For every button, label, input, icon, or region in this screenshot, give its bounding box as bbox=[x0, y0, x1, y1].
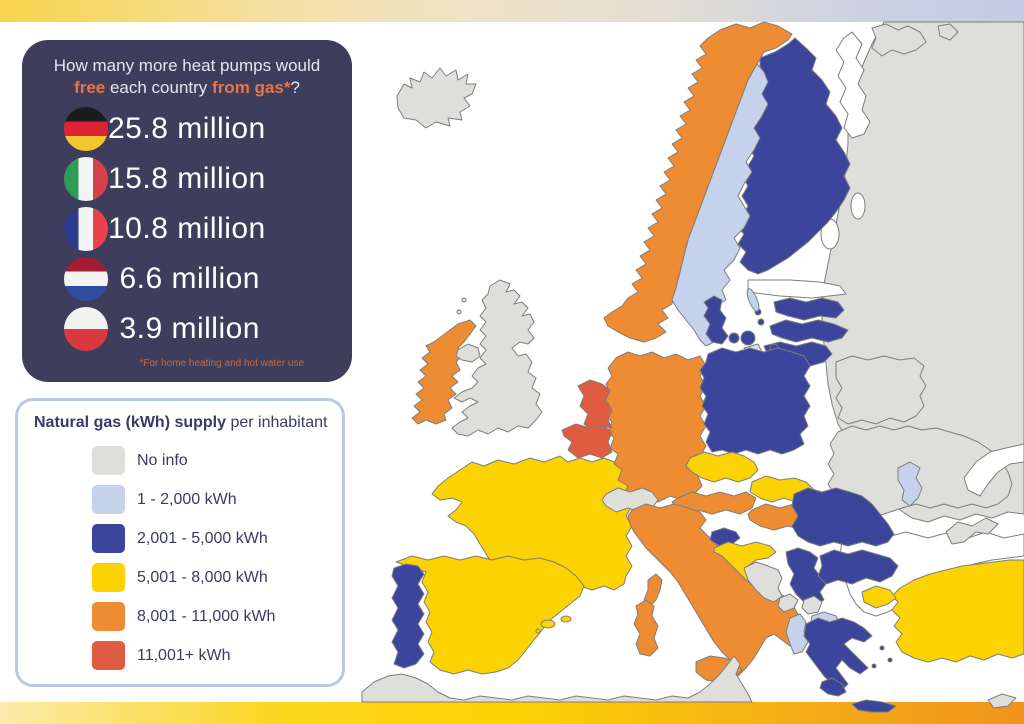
map-island-funen bbox=[728, 332, 740, 344]
list-item-germany: 25.8 million bbox=[22, 104, 352, 154]
germany-value: 25.8 million bbox=[108, 111, 266, 145]
map-island-corsica bbox=[643, 573, 663, 607]
map-country-ireland bbox=[411, 319, 477, 425]
legend-title: Natural gas (kWh) supply per inhabitant bbox=[34, 414, 328, 431]
legend-swatch-8001-11000 bbox=[92, 602, 125, 631]
poland-value: 3.9 million bbox=[119, 311, 260, 345]
highlight-free: free bbox=[74, 78, 106, 98]
map-region-thrace bbox=[861, 585, 897, 609]
map-country-montenegro bbox=[777, 593, 799, 613]
map-country-netherlands bbox=[577, 379, 613, 431]
map-island-aegean-2 bbox=[887, 657, 893, 663]
map-island-zealand bbox=[740, 330, 756, 346]
france-flag-icon bbox=[64, 206, 108, 251]
country-value-list: 25.8 million 15.8 million 10.8 million 6… bbox=[22, 104, 352, 354]
netherlands-value: 6.6 million bbox=[119, 261, 260, 295]
map-country-iceland bbox=[396, 67, 477, 129]
map-country-turkey bbox=[891, 559, 1024, 663]
lake-onega bbox=[850, 192, 866, 220]
legend-item-2001-5000: 2,001 - 5,000 kWh bbox=[18, 519, 342, 558]
map-country-spain bbox=[395, 555, 585, 675]
legend-panel: Natural gas (kWh) supply per inhabitant … bbox=[15, 398, 345, 687]
map-island-hebrides-1 bbox=[461, 297, 467, 303]
map-island-hiiumaa bbox=[757, 318, 765, 326]
map-island-crete bbox=[851, 699, 897, 713]
map-country-greece bbox=[803, 617, 873, 691]
map-country-germany bbox=[603, 351, 707, 503]
poland-flag-icon bbox=[64, 306, 108, 351]
legend-swatch-1-2000 bbox=[92, 485, 125, 514]
map-country-bosnia bbox=[743, 561, 783, 603]
legend-item-11001-plus: 11,001+ kWh bbox=[18, 636, 342, 675]
legend-item-8001-11000: 8,001 - 11,000 kWh bbox=[18, 597, 342, 636]
map-country-italy bbox=[627, 503, 803, 679]
gulf-of-finland bbox=[747, 279, 847, 299]
map-country-latvia bbox=[769, 319, 849, 343]
question-title-line1: How many more heat pumps would bbox=[53, 56, 321, 75]
white-sea bbox=[835, 31, 871, 139]
question-panel: How many more heat pumps would free each… bbox=[22, 40, 352, 382]
legend-swatch-11001-plus bbox=[92, 641, 125, 670]
map-island-menorca bbox=[560, 615, 572, 623]
map-country-slovenia bbox=[709, 527, 741, 547]
map-island-gotland bbox=[746, 288, 760, 312]
map-region-north-africa bbox=[361, 655, 753, 703]
map-island-hebrides-2 bbox=[456, 309, 462, 315]
footnote: *For home heating and hot water use bbox=[139, 358, 304, 369]
netherlands-flag-icon bbox=[64, 256, 108, 301]
list-item-italy: 15.8 million bbox=[22, 154, 352, 204]
legend-item-1-2000: 1 - 2,000 kWh bbox=[18, 480, 342, 519]
france-value: 10.8 million bbox=[108, 211, 266, 245]
germany-flag-icon bbox=[64, 106, 108, 151]
map-country-denmark bbox=[703, 295, 729, 345]
map-country-romania bbox=[791, 487, 895, 547]
map-country-czechia bbox=[685, 451, 759, 483]
map-island-ibiza bbox=[535, 628, 541, 634]
map-country-serbia bbox=[785, 547, 827, 607]
sea-of-azov bbox=[963, 443, 1024, 497]
map-country-portugal bbox=[391, 563, 425, 669]
map-country-belgium bbox=[561, 423, 613, 459]
map-region-peloponnese bbox=[819, 677, 847, 697]
map-country-bulgaria bbox=[817, 549, 899, 585]
map-island-novaya bbox=[937, 23, 959, 41]
italy-value: 15.8 million bbox=[108, 161, 266, 195]
highlight-from-gas: from gas* bbox=[212, 78, 291, 98]
map-island-mallorca bbox=[540, 619, 556, 629]
map-region-kola-peninsula bbox=[871, 23, 927, 57]
question-title: How many more heat pumps would free each… bbox=[22, 55, 352, 100]
map-country-moldova bbox=[897, 461, 923, 507]
top-gradient-banner bbox=[0, 0, 1024, 22]
map-region-crimea bbox=[945, 517, 999, 545]
map-country-belarus bbox=[835, 355, 927, 425]
map-country-united-kingdom bbox=[451, 279, 543, 437]
map-country-albania bbox=[785, 613, 809, 655]
legend-item-5001-8000: 5,001 - 8,000 kWh bbox=[18, 558, 342, 597]
question-title-line2: free each country from gas*? bbox=[74, 78, 300, 98]
map-country-estonia bbox=[773, 297, 845, 321]
bottom-gradient-banner bbox=[0, 702, 1024, 724]
legend-swatch-2001-5000 bbox=[92, 524, 125, 553]
map-region-northern-ireland bbox=[455, 343, 481, 363]
map-region-kosovo bbox=[801, 595, 823, 615]
list-item-france: 10.8 million bbox=[22, 204, 352, 254]
legend-items: No info 1 - 2,000 kWh 2,001 - 5,000 kWh … bbox=[18, 441, 342, 675]
map-country-poland bbox=[699, 347, 811, 455]
legend-swatch-no-info bbox=[92, 446, 125, 475]
map-island-sardinia bbox=[633, 599, 659, 657]
legend-swatch-5001-8000 bbox=[92, 563, 125, 592]
italy-flag-icon bbox=[64, 156, 108, 201]
map-island-aegean-1 bbox=[879, 645, 885, 651]
map-island-cyprus bbox=[987, 693, 1017, 709]
map-island-aegean-3 bbox=[871, 663, 877, 669]
list-item-netherlands: 6.6 million bbox=[22, 254, 352, 304]
list-item-poland: 3.9 million bbox=[22, 304, 352, 354]
legend-item-no-info: No info bbox=[18, 441, 342, 480]
